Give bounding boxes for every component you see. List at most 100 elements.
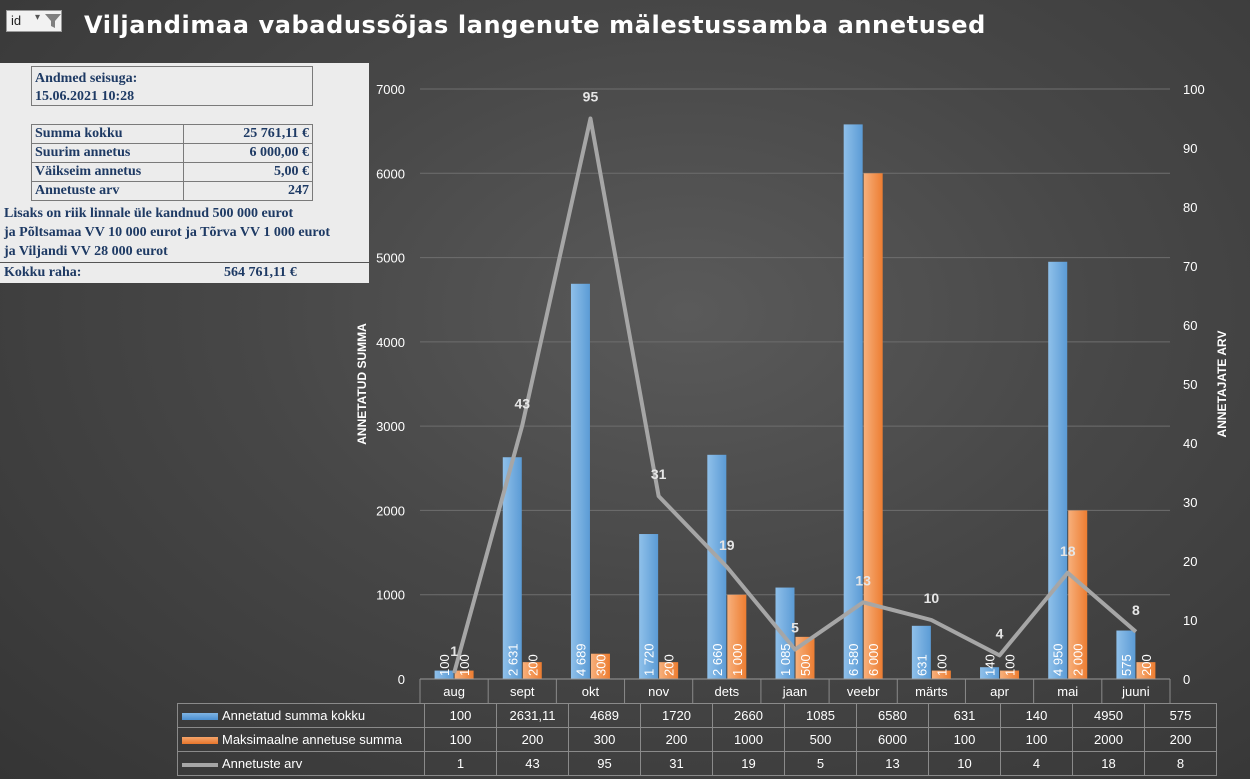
bar-max: [1068, 510, 1088, 679]
table-cell: 6580: [856, 703, 929, 728]
legend-entry: Annetuste arv: [177, 751, 425, 776]
table-cell: 300: [568, 727, 641, 752]
as-of-label: Andmed seisuga:: [35, 71, 138, 86]
bar-total-label: 575: [1119, 654, 1134, 676]
table-cell: 100: [424, 703, 497, 728]
note-line: Lisaks on riik linnale üle kandnud 500 0…: [4, 206, 294, 221]
count-label: 1: [450, 643, 458, 659]
y-tick-label: 4000: [376, 335, 405, 350]
y2-tick-label: 30: [1183, 495, 1197, 510]
bar-total-label: 631: [914, 654, 929, 676]
note-line: ja Viljandi VV 28 000 eurot: [4, 244, 168, 259]
x-tick-label: mai: [1057, 684, 1078, 699]
y2-tick-label: 100: [1183, 82, 1205, 97]
bar-total: [1048, 261, 1068, 679]
legend-swatch-orange: [182, 737, 218, 745]
summary-row: Summa kokku 25 761,11 €: [31, 124, 313, 144]
count-label: 4: [996, 625, 1004, 641]
filter-icon[interactable]: [44, 12, 62, 30]
table-row: Annetatud summa kokku 100 2631,11 4689 1…: [177, 703, 1217, 728]
y2-tick-label: 90: [1183, 141, 1197, 156]
bar-max: [727, 594, 747, 679]
table-cell: 6000: [856, 727, 929, 752]
bar-max-label: 100: [457, 654, 472, 676]
table-cell: 1000: [712, 727, 785, 752]
bar-max-label: 500: [798, 654, 813, 676]
count-line: [452, 116, 1138, 674]
bar-total-label: 1 085: [778, 643, 793, 676]
bar-total: [775, 587, 795, 679]
bar-max: [522, 662, 542, 679]
summary-value: 247: [183, 181, 313, 201]
page-title: Viljandimaa vabadussõjas langenute mäles…: [84, 11, 986, 39]
as-of-box: Andmed seisuga: 15.06.2021 10:28: [31, 66, 313, 106]
table-cell: 18: [1072, 751, 1145, 776]
bar-total-label: 140: [983, 654, 998, 676]
x-tick-label: apr: [990, 684, 1009, 699]
count-line-layer: [452, 116, 1138, 674]
table-cell: 500: [784, 727, 857, 752]
table-cell: 1720: [640, 703, 713, 728]
y2-tick-label: 70: [1183, 259, 1197, 274]
bar-total: [980, 667, 1000, 679]
bar-total: [843, 124, 863, 679]
table-cell: 200: [640, 727, 713, 752]
table-cell: 200: [1144, 727, 1217, 752]
count-label: 8: [1132, 602, 1140, 618]
chevron-down-icon[interactable]: ▾: [35, 12, 41, 23]
summary-row: Annetuste arv 247: [31, 181, 313, 201]
note-line: ja Põltsamaa VV 10 000 eurot ja Tõrva VV…: [4, 225, 331, 240]
bar-total: [911, 625, 931, 679]
bar-total-label: 100: [437, 654, 452, 676]
y-tick-label: 6000: [376, 166, 405, 181]
bar-total: [1116, 630, 1136, 679]
y-tick-label: 5000: [376, 251, 405, 266]
y2-tick-label: 10: [1183, 613, 1197, 628]
bar-max: [590, 653, 610, 679]
bar-total-label: 2 631: [505, 643, 520, 676]
table-cell: 8: [1144, 751, 1217, 776]
table-cell: 200: [496, 727, 569, 752]
table-cell: 2000: [1072, 727, 1145, 752]
y-tick-label: 7000: [376, 82, 405, 97]
count-label: 19: [719, 537, 735, 553]
y2-tick-label: 50: [1183, 377, 1197, 392]
bar-total-label: 1 720: [642, 643, 657, 676]
info-panel: Andmed seisuga: 15.06.2021 10:28 Summa k…: [0, 63, 369, 283]
y2-tick-label: 40: [1183, 436, 1197, 451]
bar-total-label: 2 660: [710, 643, 725, 676]
table-cell: 4: [1000, 751, 1073, 776]
summary-table: Summa kokku 25 761,11 € Suurim annetus 6…: [31, 124, 313, 201]
x-tick-label: jaan: [782, 684, 808, 699]
x-tick-label: aug: [443, 684, 465, 699]
bar-max-label: 6 000: [866, 643, 881, 676]
bar-max-label: 200: [525, 654, 540, 676]
bar-total-label: 6 580: [846, 643, 861, 676]
table-cell: 43: [496, 751, 569, 776]
y2-tick-label: 0: [1183, 672, 1190, 687]
y2-tick-label: 80: [1183, 200, 1197, 215]
count-label: 13: [855, 572, 871, 588]
bar-max: [659, 662, 679, 679]
table-cell: 4950: [1072, 703, 1145, 728]
count-label: 31: [651, 466, 667, 482]
filter-dropdown[interactable]: id ▾: [6, 10, 62, 32]
x-tick-label: nov: [648, 684, 669, 699]
table-cell: 95: [568, 751, 641, 776]
bar-total: [434, 670, 454, 679]
legend-swatch-blue: [182, 713, 218, 721]
y-tick-label: 2000: [376, 503, 405, 518]
bar-max-label: 2 000: [1071, 643, 1086, 676]
count-label: 43: [514, 395, 530, 411]
bar-max-label: 100: [934, 654, 949, 676]
bar-total: [707, 454, 727, 679]
legend-entry: Maksimaalne annetuse summa: [177, 727, 425, 752]
x-tick-label: juuni: [1121, 684, 1150, 699]
bar-total: [502, 457, 522, 679]
bar-max: [1000, 670, 1020, 679]
table-cell: 2631,11: [496, 703, 569, 728]
table-cell: 631: [928, 703, 1001, 728]
bar-max-label: 200: [662, 654, 677, 676]
table-row: Annetuste arv 1 43 95 31 19 5 13 10 4 18…: [177, 751, 1217, 776]
axes: 0 1000 2000 3000 4000 5000 6000 7000 0 10 20 30 40 50…: [355, 82, 1229, 703]
